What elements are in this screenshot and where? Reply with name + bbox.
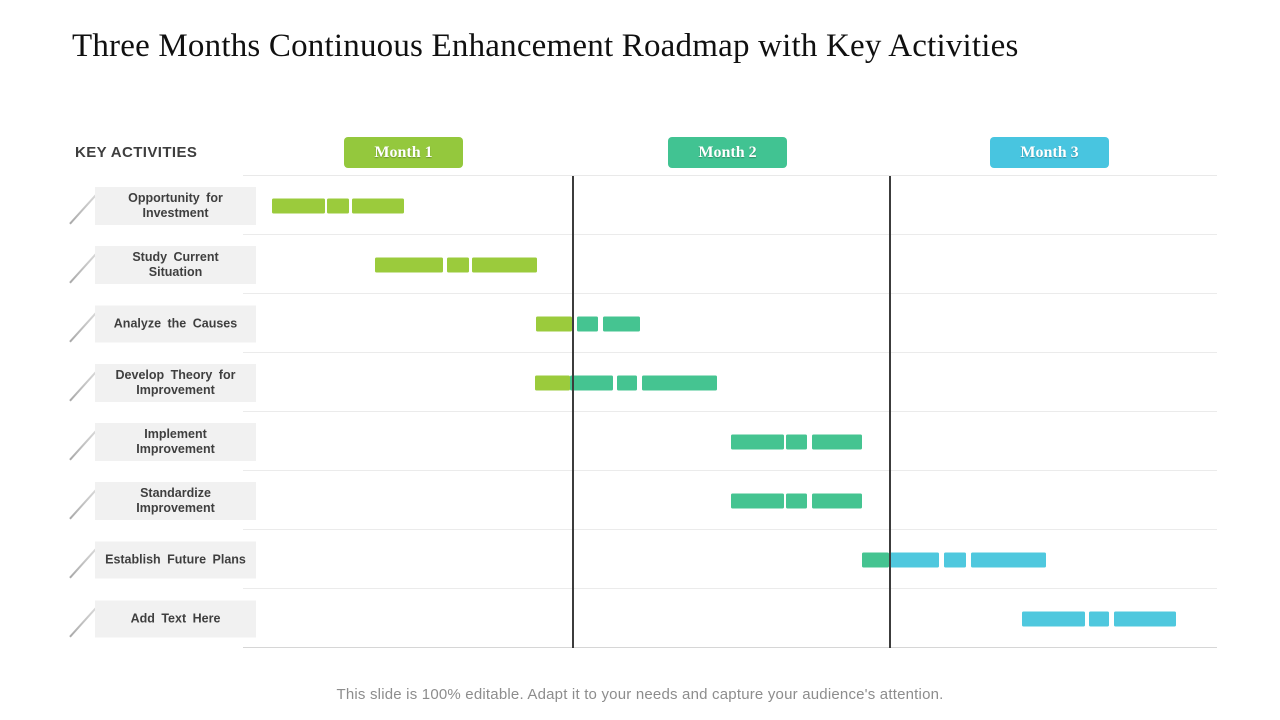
gantt-bar-segment	[786, 493, 808, 508]
row-separator-line	[243, 352, 1217, 353]
gantt-bar-segment	[889, 552, 940, 567]
gantt-bar-segment	[534, 375, 570, 390]
slide-title: Three Months Continuous Enhancement Road…	[72, 28, 1019, 64]
gantt-bar-track	[243, 471, 1217, 530]
gantt-row: Analyze the Causes	[0, 294, 1280, 353]
gantt-bar-segment	[1022, 611, 1086, 626]
gantt-row: Study Current Situation	[0, 235, 1280, 294]
gantt-bar-segment	[535, 316, 572, 331]
month-2-badge: Month 2	[668, 137, 787, 168]
gantt-bar-segment	[731, 493, 785, 508]
row-label: Opportunity for Investment	[95, 186, 256, 225]
gantt-bar-segment	[641, 375, 718, 390]
gantt-bar-track	[243, 235, 1217, 294]
row-separator-line	[243, 470, 1217, 471]
row-separator-line	[243, 234, 1217, 235]
gantt-rows: Opportunity for Investment Study Current …	[0, 176, 1280, 648]
row-separator-line	[243, 529, 1217, 530]
gantt-row: Opportunity for Investment	[0, 176, 1280, 235]
gantt-bar-track	[243, 294, 1217, 353]
gantt-bar-segment	[786, 434, 808, 449]
row-label: Add Text Here	[95, 600, 256, 637]
gantt-bar-segment	[862, 552, 890, 567]
gantt-bar-track	[243, 530, 1217, 589]
gantt-bar-track	[243, 176, 1217, 235]
row-separator-line	[243, 588, 1217, 589]
gantt-bar-segment	[446, 257, 469, 272]
gantt-row: Implement Improvement	[0, 412, 1280, 471]
gantt-bar-segment	[616, 375, 637, 390]
gantt-bar-segment	[569, 375, 613, 390]
gantt-bar-track	[243, 589, 1217, 648]
gantt-bar-segment	[374, 257, 443, 272]
gantt-row: Develop Theory for Improvement	[0, 353, 1280, 412]
gantt-row: Establish Future Plans	[0, 530, 1280, 589]
gantt-bar-segment	[944, 552, 967, 567]
gantt-row: Standardize Improvement	[0, 471, 1280, 530]
month-1-badge: Month 1	[344, 137, 463, 168]
gantt-bar-segment	[1114, 611, 1177, 626]
gantt-bar-segment	[326, 198, 349, 213]
row-separator-line	[243, 293, 1217, 294]
row-label: Develop Theory for Improvement	[95, 363, 256, 402]
footer-note: This slide is 100% editable. Adapt it to…	[336, 686, 944, 703]
gantt-bar-segment	[471, 257, 537, 272]
gantt-row: Add Text Here	[0, 589, 1280, 648]
gantt-bar-segment	[271, 198, 325, 213]
gantt-bar-segment	[812, 434, 863, 449]
row-label: Analyze the Causes	[95, 305, 256, 342]
row-separator-line	[243, 411, 1217, 412]
row-separator-line	[243, 647, 1217, 648]
gantt-bar-segment	[812, 493, 863, 508]
gantt-bar-segment	[351, 198, 404, 213]
gantt-bar-segment	[1089, 611, 1110, 626]
month-3-badge: Month 3	[990, 137, 1109, 168]
gantt-bar-segment	[602, 316, 640, 331]
gantt-bar-track	[243, 353, 1217, 412]
gantt-bar-segment	[731, 434, 785, 449]
row-label: Study Current Situation	[95, 245, 256, 284]
row-label: Implement Improvement	[95, 422, 256, 461]
row-label: Standardize Improvement	[95, 481, 256, 520]
gantt-bar-segment	[971, 552, 1047, 567]
chart-top-line	[243, 175, 1217, 176]
row-label: Establish Future Plans	[95, 541, 256, 578]
gantt-bar-track	[243, 412, 1217, 471]
key-activities-heading: KEY ACTIVITIES	[75, 144, 198, 161]
gantt-bar-segment	[576, 316, 598, 331]
